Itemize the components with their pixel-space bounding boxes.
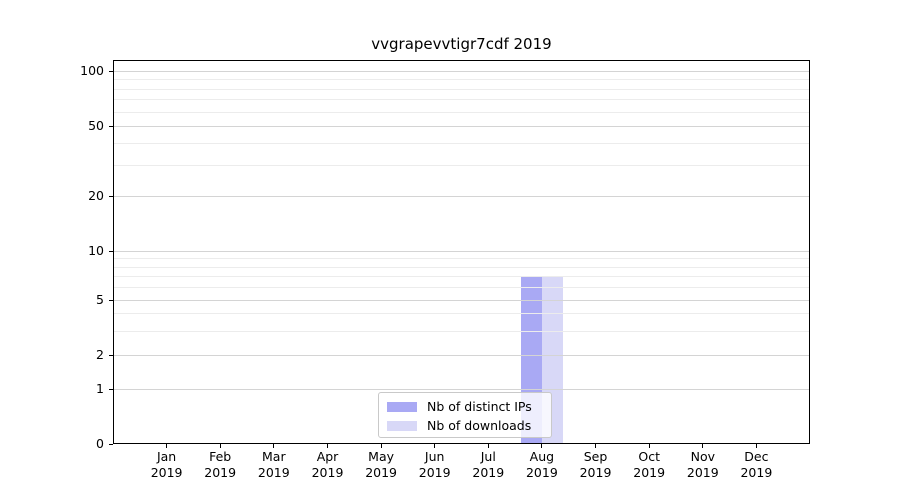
- y-tick-mark: [109, 443, 113, 445]
- gridline-major: [114, 355, 809, 356]
- legend-swatch-distinct-ips-icon: [387, 401, 417, 412]
- gridline-major: [114, 126, 809, 127]
- x-tick-label: Jan 2019: [127, 449, 207, 480]
- x-tick-mark: [273, 444, 275, 448]
- x-tick-mark: [755, 444, 757, 448]
- gridline-major: [114, 251, 809, 252]
- gridline-minor: [114, 88, 809, 90]
- gridline-minor: [114, 79, 809, 81]
- gridline-minor: [114, 266, 809, 268]
- chart-title: vvgrapevvtigr7cdf 2019: [371, 35, 552, 53]
- gridline-major: [114, 389, 809, 390]
- x-tick-label: Apr 2019: [288, 449, 368, 480]
- x-tick-mark: [648, 444, 650, 448]
- x-tick-month: Nov: [690, 449, 715, 464]
- legend-row-downloads: Nb of downloads: [379, 416, 551, 435]
- x-tick-month: May: [368, 449, 395, 464]
- y-tick-mark: [109, 300, 113, 301]
- x-tick-year: 2019: [686, 464, 719, 480]
- y-tick-mark: [109, 71, 113, 72]
- gridline-minor: [114, 258, 809, 260]
- x-tick-year: 2019: [472, 464, 505, 480]
- x-tick-year: 2019: [525, 464, 558, 480]
- gridline-major: [114, 196, 809, 197]
- x-tick-year: 2019: [740, 464, 773, 480]
- x-tick-mark: [541, 444, 543, 448]
- x-tick-month: Dec: [744, 449, 769, 464]
- x-tick-month: Jul: [480, 449, 496, 464]
- gridline-major: [114, 71, 809, 72]
- x-tick-label: May 2019: [341, 449, 421, 480]
- x-tick-month: Jun: [424, 449, 445, 464]
- y-tick-label: 5: [96, 292, 104, 307]
- y-tick-label: 1: [96, 381, 104, 396]
- x-tick-month: Jan: [156, 449, 177, 464]
- y-tick-label: 0: [96, 435, 104, 451]
- x-tick-mark: [327, 444, 328, 448]
- x-tick-mark: [166, 444, 168, 448]
- x-tick-label: Jul 2019: [448, 449, 528, 480]
- y-tick-label: 100: [80, 63, 104, 78]
- gridline-major: [114, 300, 809, 301]
- x-tick-month: Apr: [316, 449, 339, 464]
- y-tick-label: 20: [88, 188, 104, 203]
- x-tick-month: Sep: [583, 449, 608, 464]
- x-tick-year: 2019: [365, 464, 397, 480]
- y-tick-label: 50: [88, 118, 104, 133]
- gridline-minor: [114, 111, 809, 113]
- x-tick-month: Oct: [638, 449, 660, 464]
- plot-area: [113, 60, 810, 444]
- x-tick-label: Oct 2019: [609, 449, 689, 480]
- y-tick-mark: [109, 389, 113, 390]
- gridline-minor: [114, 313, 809, 315]
- x-tick-year: 2019: [257, 464, 290, 480]
- legend-label-distinct-ips: Nb of distinct IPs: [427, 399, 532, 414]
- gridline-minor: [114, 99, 809, 101]
- y-tick-mark: [109, 251, 113, 252]
- x-tick-label: Dec 2019: [716, 449, 796, 480]
- x-tick-month: Mar: [262, 449, 286, 464]
- x-tick-month: Aug: [529, 449, 555, 464]
- x-tick-label: Feb 2019: [180, 449, 260, 480]
- x-tick-mark: [380, 444, 382, 448]
- x-tick-year: 2019: [150, 464, 183, 480]
- x-tick-year: 2019: [633, 464, 666, 480]
- x-tick-month: Feb: [209, 449, 232, 464]
- x-tick-label: Nov 2019: [663, 449, 743, 480]
- x-tick-mark: [702, 444, 704, 448]
- x-tick-label: Sep 2019: [556, 449, 636, 480]
- y-tick-mark: [109, 126, 113, 127]
- x-tick-label: Jun 2019: [395, 449, 475, 480]
- gridline-minor: [114, 165, 809, 166]
- gridline-minor: [114, 143, 809, 144]
- x-tick-mark: [595, 444, 596, 448]
- y-tick-mark: [109, 355, 113, 356]
- gridline-minor: [114, 287, 809, 289]
- x-tick-year: 2019: [204, 464, 237, 480]
- legend-row-distinct-ips: Nb of distinct IPs: [379, 397, 551, 416]
- x-tick-year: 2019: [418, 464, 451, 480]
- x-tick-year: 2019: [311, 464, 344, 480]
- y-tick-mark: [109, 196, 113, 197]
- x-tick-mark: [434, 444, 436, 448]
- x-tick-label: Aug 2019: [502, 449, 582, 480]
- x-tick-year: 2019: [579, 464, 612, 480]
- x-tick-label: Mar 2019: [234, 449, 314, 480]
- y-tick-label: 2: [96, 347, 104, 362]
- y-tick-label: 10: [88, 243, 104, 258]
- legend-label-downloads: Nb of downloads: [427, 418, 532, 433]
- x-tick-mark: [219, 444, 221, 448]
- legend-swatch-downloads-icon: [387, 420, 417, 431]
- legend: Nb of distinct IPs Nb of downloads: [378, 392, 552, 438]
- gridline-minor: [114, 330, 809, 332]
- gridline-minor: [114, 276, 809, 278]
- x-tick-mark: [487, 444, 489, 448]
